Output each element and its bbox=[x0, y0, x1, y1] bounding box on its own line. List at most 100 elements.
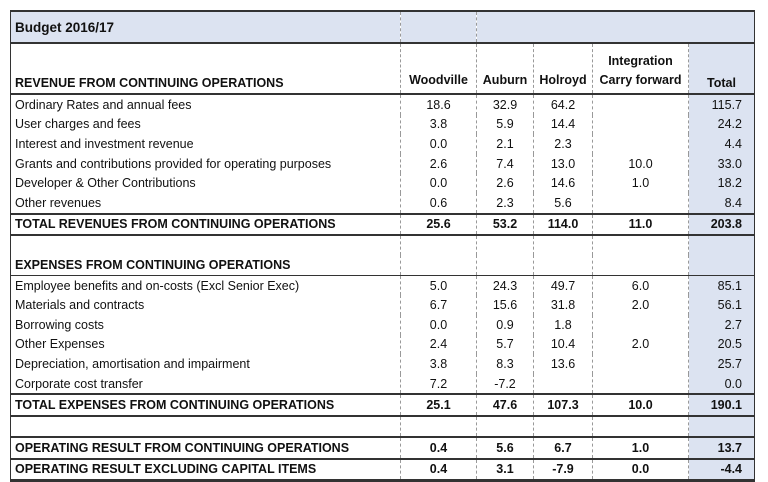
value-cell: 2.3 bbox=[533, 134, 593, 154]
total-cell: 0.0 bbox=[688, 373, 755, 395]
table-row: Ordinary Rates and annual fees 18.6 32.9 64… bbox=[10, 94, 755, 115]
total-cell: 25.7 bbox=[688, 354, 755, 374]
total-cell: 18.2 bbox=[688, 173, 755, 193]
total-cell: 33.0 bbox=[688, 153, 755, 174]
value-cell: 6.7 bbox=[400, 295, 477, 315]
value-cell bbox=[592, 255, 689, 276]
value-cell: 31.8 bbox=[533, 295, 593, 315]
value-cell: 14.4 bbox=[533, 114, 593, 135]
table-row: Other revenues 0.6 2.3 5.6 8.4 bbox=[10, 192, 755, 214]
row-label: Borrowing costs bbox=[10, 314, 401, 335]
expenses-section-row: EXPENSES FROM CONTINUING OPERATIONS bbox=[10, 255, 755, 276]
value-cell: 5.7 bbox=[476, 334, 534, 355]
value-cell bbox=[592, 114, 689, 135]
value-cell bbox=[400, 255, 477, 276]
column-header-woodville: Woodville bbox=[400, 43, 477, 95]
revenue-total-row: TOTAL REVENUES FROM CONTINUING OPERATION… bbox=[10, 212, 755, 237]
column-header-integration: Integration Carry forward bbox=[592, 43, 689, 95]
value-cell: 25.1 bbox=[400, 393, 477, 417]
value-cell: 0.4 bbox=[400, 435, 477, 460]
value-cell: 53.2 bbox=[476, 212, 534, 237]
value-cell: 0.0 bbox=[592, 457, 689, 482]
value-cell bbox=[592, 373, 689, 395]
value-cell bbox=[533, 373, 593, 395]
total-cell: 56.1 bbox=[688, 295, 755, 315]
value-cell: 18.6 bbox=[400, 94, 477, 115]
value-cell bbox=[592, 192, 689, 214]
value-cell: 5.9 bbox=[476, 114, 534, 135]
total-cell bbox=[688, 235, 755, 256]
row-label: Corporate cost transfer bbox=[10, 373, 401, 395]
value-cell: 6.0 bbox=[592, 275, 689, 296]
value-cell: 2.6 bbox=[400, 153, 477, 174]
value-cell: 25.6 bbox=[400, 212, 477, 237]
expense-total-row: TOTAL EXPENSES FROM CONTINUING OPERATION… bbox=[10, 393, 755, 417]
value-cell: 0.0 bbox=[400, 173, 477, 193]
row-label: Employee benefits and on-costs (Excl Sen… bbox=[10, 275, 401, 296]
total-cell: 115.7 bbox=[688, 94, 755, 115]
value-cell: 0.6 bbox=[400, 192, 477, 214]
table-row: Grants and contributions provided for op… bbox=[10, 153, 755, 174]
header-row: REVENUE FROM CONTINUING OPERATIONS Woodv… bbox=[10, 43, 755, 95]
total-cell: 203.8 bbox=[688, 212, 755, 237]
revenue-section-heading: REVENUE FROM CONTINUING OPERATIONS bbox=[10, 43, 401, 95]
value-cell bbox=[476, 255, 534, 276]
value-cell bbox=[476, 415, 534, 437]
row-label: Other Expenses bbox=[10, 334, 401, 355]
expenses-section-heading: EXPENSES FROM CONTINUING OPERATIONS bbox=[10, 255, 401, 276]
total-cell: 2.7 bbox=[688, 314, 755, 335]
total-cell: 8.4 bbox=[688, 192, 755, 214]
value-cell: 10.4 bbox=[533, 334, 593, 355]
row-label: TOTAL REVENUES FROM CONTINUING OPERATION… bbox=[10, 212, 401, 237]
value-cell bbox=[592, 94, 689, 115]
value-cell: 7.4 bbox=[476, 153, 534, 174]
value-cell: 14.6 bbox=[533, 173, 593, 193]
value-cell: 15.6 bbox=[476, 295, 534, 315]
value-cell: 11.0 bbox=[592, 212, 689, 237]
budget-table: Budget 2016/17 REVENUE FROM CONTINUING O… bbox=[10, 10, 755, 482]
row-label: OPERATING RESULT FROM CONTINUING OPERATI… bbox=[10, 435, 401, 460]
column-header-holroyd: Holroyd bbox=[533, 43, 593, 95]
row-label: Grants and contributions provided for op… bbox=[10, 153, 401, 174]
value-cell bbox=[592, 415, 689, 437]
row-label: OPERATING RESULT EXCLUDING CAPITAL ITEMS bbox=[10, 457, 401, 482]
value-cell: 7.2 bbox=[400, 373, 477, 395]
value-cell: 1.8 bbox=[533, 314, 593, 335]
value-cell: 10.0 bbox=[592, 393, 689, 417]
value-cell bbox=[592, 235, 689, 256]
total-cell: 13.7 bbox=[688, 435, 755, 460]
value-cell: 0.4 bbox=[400, 457, 477, 482]
operating-result-row: OPERATING RESULT FROM CONTINUING OPERATI… bbox=[10, 435, 755, 460]
value-cell: 49.7 bbox=[533, 275, 593, 296]
value-cell: 3.1 bbox=[476, 457, 534, 482]
value-cell: 24.3 bbox=[476, 275, 534, 296]
value-cell: 13.0 bbox=[533, 153, 593, 174]
table-row: Depreciation, amortisation and impairmen… bbox=[10, 354, 755, 374]
value-cell: 2.3 bbox=[476, 192, 534, 214]
value-cell: 5.0 bbox=[400, 275, 477, 296]
table-row: Other Expenses 2.4 5.7 10.4 2.0 20.5 bbox=[10, 334, 755, 355]
total-cell: 24.2 bbox=[688, 114, 755, 135]
value-cell: 2.0 bbox=[592, 295, 689, 315]
value-cell bbox=[400, 235, 477, 256]
row-label: Depreciation, amortisation and impairmen… bbox=[10, 354, 401, 374]
blank-row bbox=[10, 235, 755, 256]
value-cell: 1.0 bbox=[592, 435, 689, 460]
value-cell: 0.0 bbox=[400, 314, 477, 335]
total-cell bbox=[688, 415, 755, 437]
value-cell: 2.4 bbox=[400, 334, 477, 355]
value-cell bbox=[533, 255, 593, 276]
column-header-auburn: Auburn bbox=[476, 43, 534, 95]
row-label bbox=[10, 235, 401, 256]
value-cell bbox=[400, 415, 477, 437]
value-cell: 3.8 bbox=[400, 114, 477, 135]
column-header-total: Total bbox=[688, 43, 755, 95]
value-cell: 0.9 bbox=[476, 314, 534, 335]
value-cell: 3.8 bbox=[400, 354, 477, 374]
value-cell bbox=[592, 354, 689, 374]
value-cell: 64.2 bbox=[533, 94, 593, 115]
row-label: Ordinary Rates and annual fees bbox=[10, 94, 401, 115]
value-cell bbox=[592, 134, 689, 154]
row-label: Developer & Other Contributions bbox=[10, 173, 401, 193]
value-cell: 47.6 bbox=[476, 393, 534, 417]
